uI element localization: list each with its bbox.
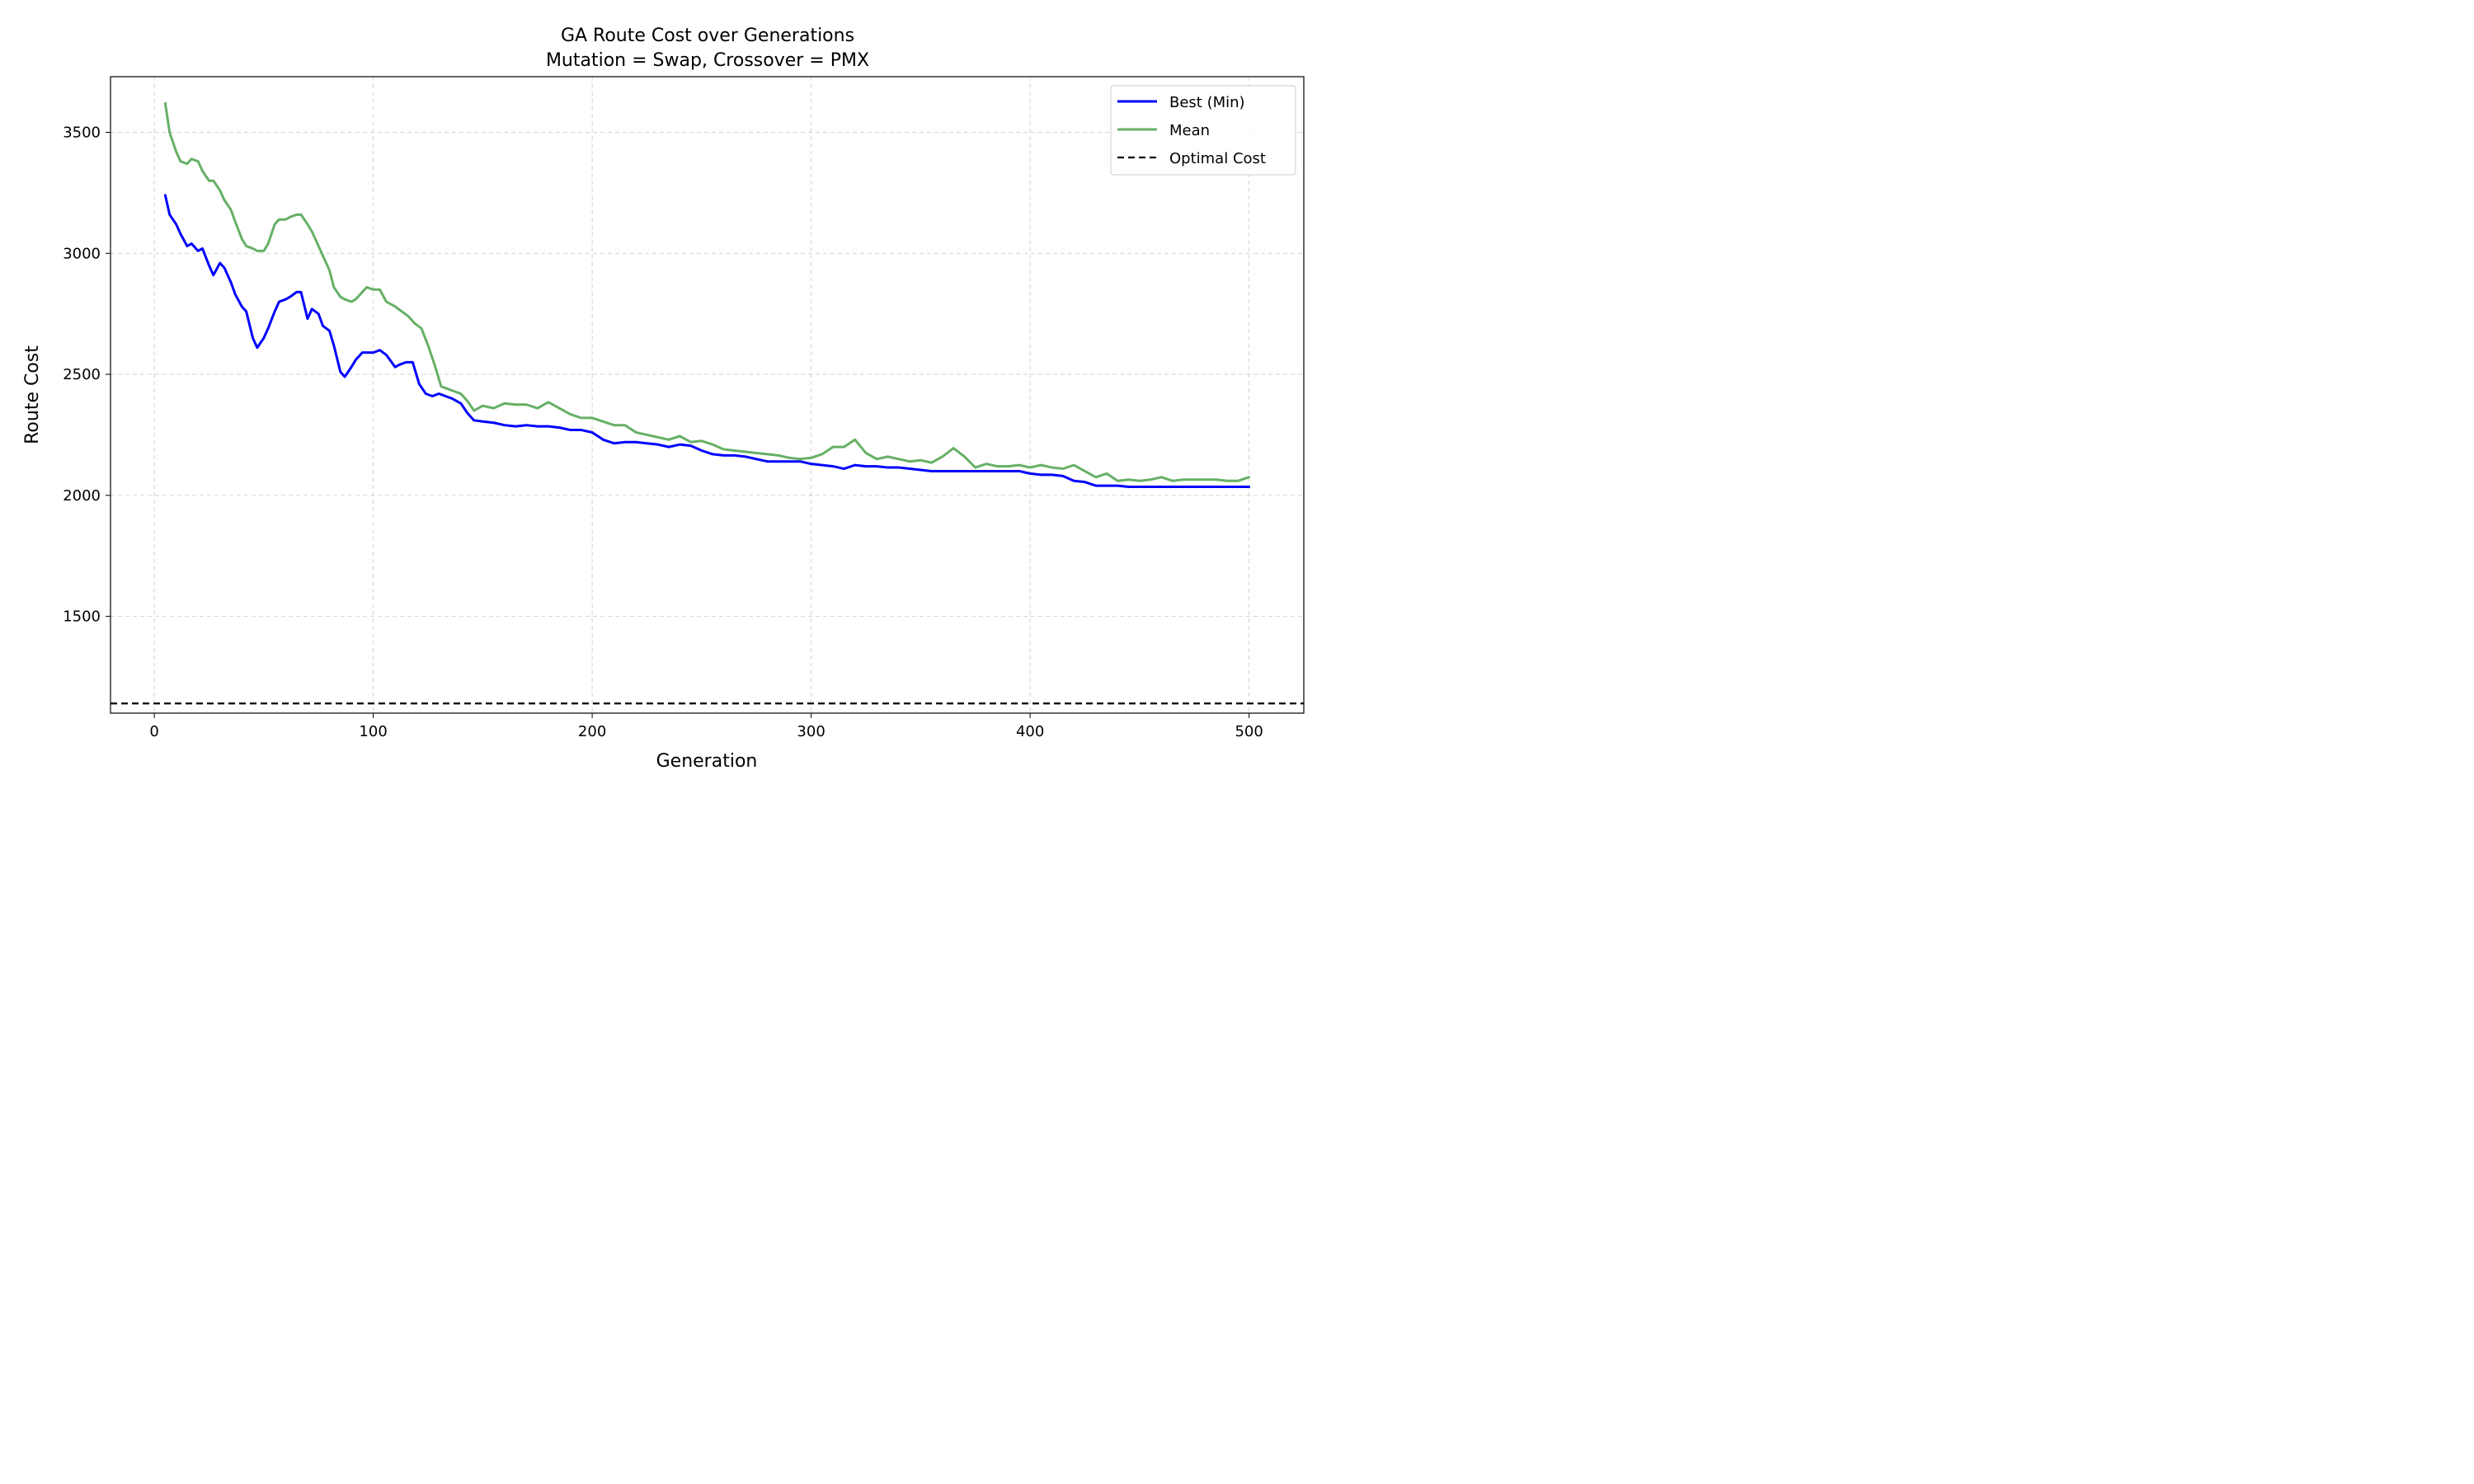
x-axis-title: Generation xyxy=(656,751,758,772)
y-tick-label: 2000 xyxy=(63,487,101,505)
series-line-best-min xyxy=(163,194,1251,489)
chart-subtitle: Mutation = Swap, Crossover = PMX xyxy=(546,50,869,71)
grid xyxy=(111,77,1304,713)
chart-background xyxy=(0,0,1319,791)
legend-label-optimal: Optimal Cost xyxy=(1169,150,1266,167)
y-axis-title: Route Cost xyxy=(22,345,43,444)
chart-title: GA Route Cost over Generations xyxy=(561,26,854,46)
x-tick-label: 0 xyxy=(149,723,158,740)
x-tick-label: 400 xyxy=(1016,723,1044,740)
x-tick-label: 300 xyxy=(797,723,825,740)
legend-box xyxy=(1110,85,1296,176)
y-tick-label: 1500 xyxy=(63,608,101,626)
y-tick-label: 2500 xyxy=(63,366,101,383)
x-tick-label: 100 xyxy=(359,723,387,740)
legend: Best (Min) Mean Optimal Cost xyxy=(1110,85,1296,176)
y-tick-label: 3000 xyxy=(63,245,101,262)
plot-area-frame xyxy=(110,76,1305,714)
legend-label-best: Best (Min) xyxy=(1169,94,1245,111)
legend-label-mean: Mean xyxy=(1169,122,1210,139)
x-tick-label: 500 xyxy=(1235,723,1263,740)
series-lines xyxy=(111,101,1304,705)
y-tick-label: 3500 xyxy=(63,124,101,142)
route-cost-chart: GA Route Cost over Generations Mutation … xyxy=(0,0,1319,791)
series-line-mean xyxy=(163,101,1251,482)
axis-ticks: 0 100 200 300 400 500 1500 2000 2500 3000 3500 xyxy=(63,124,1263,740)
x-tick-label: 200 xyxy=(578,723,606,740)
